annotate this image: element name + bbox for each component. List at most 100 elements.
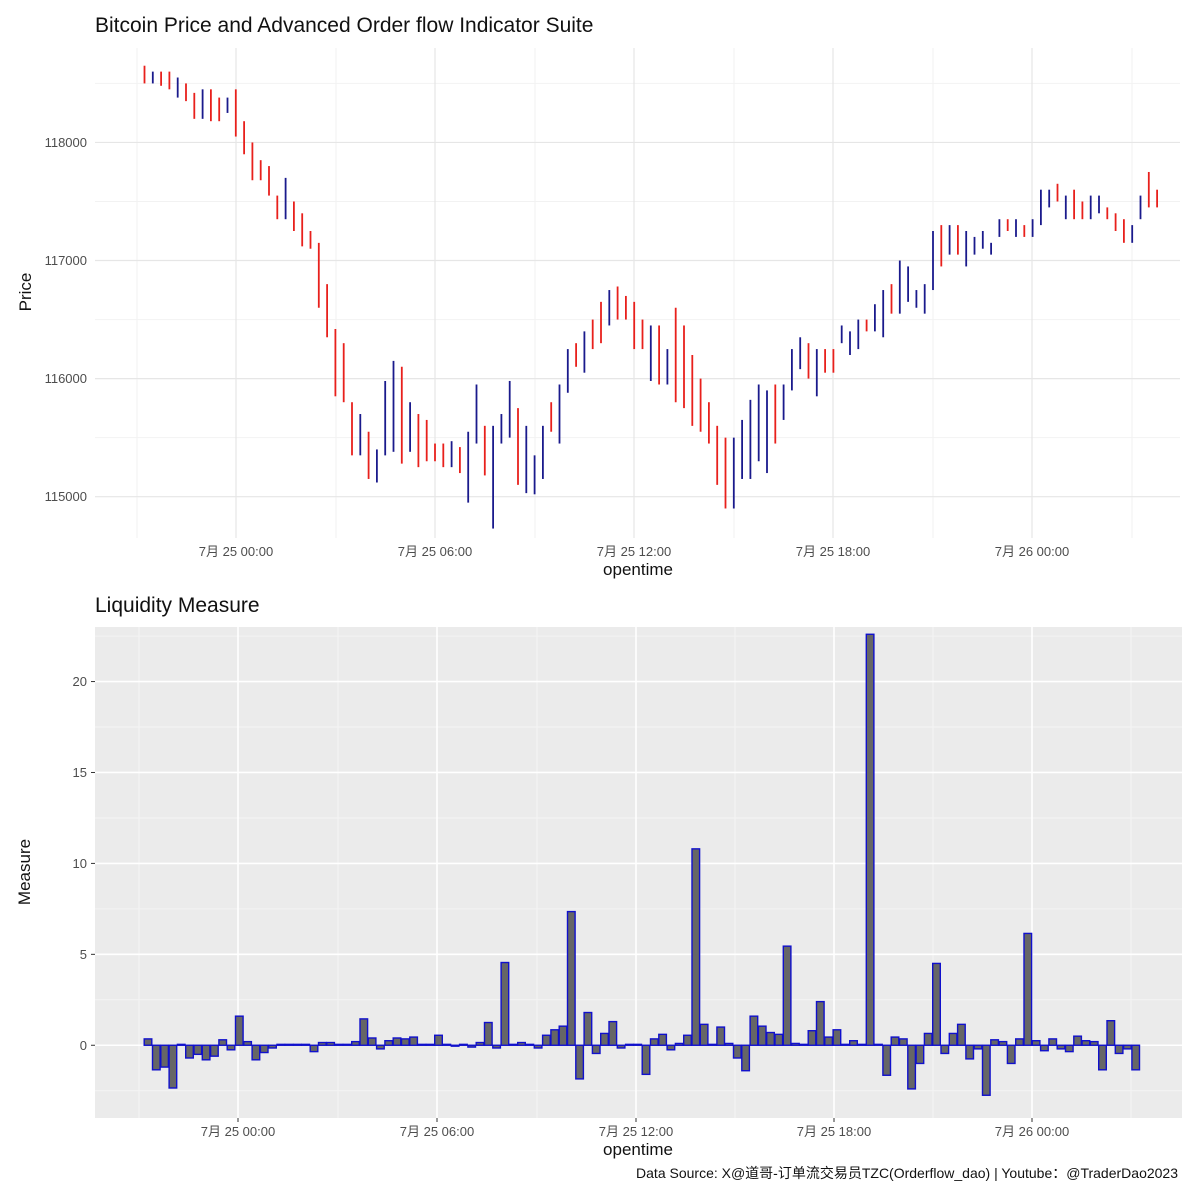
data-source-caption: Data Source: X@道哥-订单流交易员TZC(Orderflow_da… [636, 1165, 1178, 1181]
price-chart-title: Bitcoin Price and Advanced Order flow In… [95, 14, 594, 37]
liquidity-bar [359, 1018, 369, 1046]
liquidity-bar [533, 1044, 543, 1049]
liquidity-bar [301, 1043, 311, 1046]
liquidity-bar [857, 1043, 867, 1046]
liquidity-bar [998, 1040, 1008, 1046]
liquidity-bar [367, 1037, 377, 1046]
liquidity-bar [890, 1036, 900, 1046]
liquidity-bar [1131, 1044, 1141, 1071]
liquidity-bar [849, 1040, 859, 1046]
liquidity-bar [608, 1020, 618, 1046]
liquidity-bar [749, 1015, 759, 1046]
liquidity-bar [807, 1030, 817, 1046]
liquidity-bar [724, 1042, 734, 1046]
liquidity-bar [699, 1023, 709, 1046]
liquidity-bar [351, 1040, 361, 1046]
liquidity-bar [591, 1044, 601, 1055]
price-x-tick-label: 7月 26 00:00 [995, 544, 1069, 559]
liquidity-bar [226, 1044, 236, 1051]
price-y-tick-label: 118000 [45, 135, 87, 150]
liquidity-bar [292, 1043, 302, 1046]
liquidity-bar [375, 1044, 385, 1050]
liquidity-bar [467, 1044, 477, 1048]
liquidity-bar [334, 1043, 344, 1046]
liquidity-bar [151, 1044, 161, 1071]
liquidity-y-tick-label: 0 [80, 1038, 87, 1053]
liquidity-x-tick-label: 7月 25 18:00 [797, 1124, 871, 1139]
liquidity-bar [508, 1043, 518, 1046]
liquidity-bar [525, 1043, 535, 1046]
liquidity-bar [384, 1040, 394, 1046]
liquidity-bar [865, 633, 875, 1046]
liquidity-bar [218, 1039, 228, 1046]
liquidity-bar [243, 1040, 253, 1046]
liquidity-bar [201, 1044, 211, 1061]
liquidity-bar [575, 1044, 585, 1080]
liquidity-bar [309, 1044, 319, 1053]
liquidity-bar [1023, 932, 1033, 1046]
liquidity-bar [915, 1044, 925, 1065]
liquidity-bar [840, 1043, 850, 1046]
liquidity-bar [276, 1043, 286, 1046]
liquidity-bar [317, 1041, 327, 1046]
liquidity-bar [475, 1041, 485, 1046]
liquidity-bar [1039, 1044, 1049, 1052]
price-x-tick-label: 7月 25 06:00 [398, 544, 472, 559]
liquidity-panel-background [95, 627, 1182, 1118]
liquidity-bar [400, 1038, 410, 1046]
liquidity-bar [633, 1043, 643, 1046]
liquidity-bar [184, 1044, 194, 1059]
liquidity-bar [774, 1033, 784, 1046]
liquidity-bar [973, 1044, 983, 1050]
price-y-tick-label: 115000 [45, 489, 87, 504]
liquidity-bar [193, 1044, 203, 1056]
liquidity-bar [882, 1044, 892, 1076]
price-x-tick-label: 7月 25 12:00 [597, 544, 671, 559]
liquidity-x-tick-label: 7月 25 06:00 [400, 1124, 474, 1139]
liquidity-bar [666, 1044, 676, 1051]
liquidity-bar [1056, 1044, 1066, 1050]
liquidity-bar [683, 1034, 693, 1046]
liquidity-bar [326, 1041, 336, 1046]
liquidity-bar [965, 1044, 975, 1060]
liquidity-bar [209, 1044, 219, 1057]
liquidity-bar [483, 1021, 493, 1046]
liquidity-bar [691, 848, 701, 1046]
price-x-tick-label: 7月 25 00:00 [199, 544, 273, 559]
liquidity-bar [434, 1034, 444, 1046]
liquidity-bar [541, 1034, 551, 1046]
liquidity-bar [458, 1043, 468, 1046]
liquidity-bar [790, 1042, 800, 1046]
liquidity-bar [1015, 1038, 1025, 1046]
liquidity-bar [898, 1038, 908, 1046]
liquidity-bar [707, 1043, 717, 1046]
liquidity-bar [932, 962, 942, 1046]
liquidity-bar [956, 1023, 966, 1046]
liquidity-bar [990, 1039, 1000, 1046]
liquidity-bar [342, 1043, 352, 1046]
liquidity-y-tick-label: 5 [80, 947, 87, 962]
liquidity-bar [1064, 1044, 1074, 1053]
liquidity-x-tick-label: 7月 25 00:00 [201, 1124, 275, 1139]
liquidity-bar [234, 1015, 244, 1046]
liquidity-bar [948, 1032, 958, 1046]
liquidity-bar [160, 1044, 170, 1068]
liquidity-bar [492, 1044, 502, 1049]
liquidity-bar [600, 1032, 610, 1046]
liquidity-bar [624, 1043, 634, 1046]
liquidity-bar [176, 1043, 186, 1046]
liquidity-bar [1114, 1044, 1124, 1055]
liquidity-bar [1089, 1040, 1099, 1046]
liquidity-bar [1106, 1020, 1116, 1046]
liquidity-bar [1081, 1040, 1091, 1046]
liquidity-bar [1006, 1044, 1016, 1065]
liquidity-bar [923, 1032, 933, 1046]
liquidity-bar [1048, 1038, 1058, 1046]
liquidity-x-tick-label: 7月 26 00:00 [995, 1124, 1069, 1139]
liquidity-bar [517, 1041, 527, 1046]
liquidity-bar [1031, 1040, 1041, 1046]
liquidity-bar [741, 1044, 751, 1072]
liquidity-bar [450, 1044, 460, 1047]
liquidity-bar [658, 1033, 668, 1046]
